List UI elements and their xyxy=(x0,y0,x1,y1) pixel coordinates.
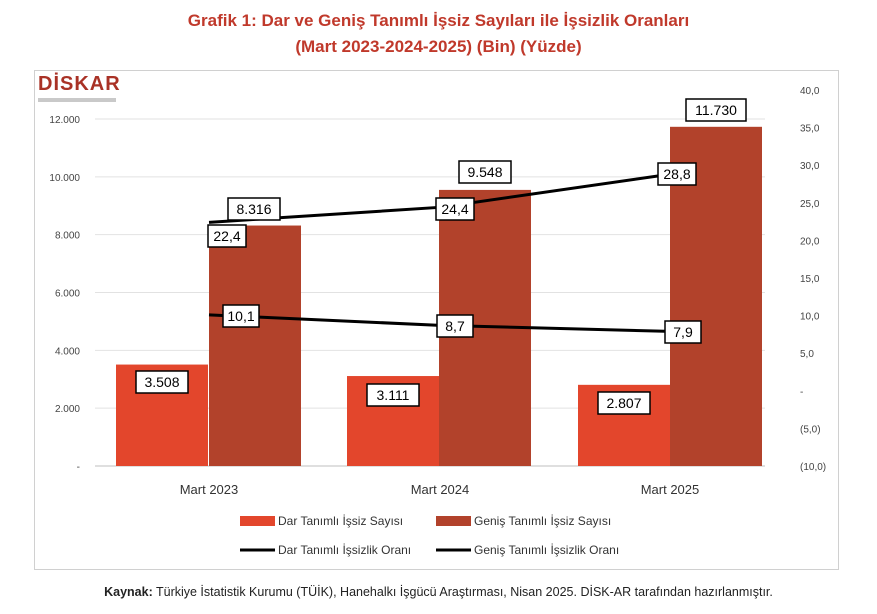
rate-dar-label: 8,7 xyxy=(445,318,465,334)
left-tick-label: - xyxy=(77,462,80,473)
bar-genis-label: 9.548 xyxy=(467,164,502,180)
logo-subline xyxy=(38,98,116,102)
bar-genis-label-box xyxy=(458,160,512,184)
category-label: Mart 2025 xyxy=(641,482,700,497)
legend-label: Geniş Tanımlı İşsiz Sayısı xyxy=(474,514,611,528)
bar-dar-label-box xyxy=(135,370,189,394)
right-tick-label: 10,0 xyxy=(800,312,820,323)
legend-label: Dar Tanımlı İşsizlik Oranı xyxy=(278,543,411,557)
bar-genis-label: 11.730 xyxy=(695,102,737,118)
rate-genis-label-box xyxy=(657,162,697,186)
chart-title: Grafik 1: Dar ve Geniş Tanımlı İşsiz Say… xyxy=(187,11,690,30)
legend-label: Geniş Tanımlı İşsizlik Oranı xyxy=(474,543,619,557)
bar-genis-label-box xyxy=(227,197,281,221)
right-tick-label: 30,0 xyxy=(800,161,820,172)
legend-swatch xyxy=(240,516,275,526)
disk-ar-logo: DİSKAR xyxy=(36,73,120,104)
right-tick-label: 35,0 xyxy=(800,124,820,135)
category-label: Mart 2024 xyxy=(411,482,470,497)
chart-frame xyxy=(34,70,839,570)
left-tick-label: 6.000 xyxy=(55,289,80,300)
left-tick-label: 2.000 xyxy=(55,404,80,415)
bar-dar-label-box xyxy=(597,391,651,415)
source-label: Kaynak: xyxy=(104,585,153,599)
chart-subtitle: (Mart 2023-2024-2025) (Bin) (Yüzde) xyxy=(295,37,582,56)
left-tick-label: 8.000 xyxy=(55,231,80,242)
bar-dar-label: 3.508 xyxy=(144,374,179,390)
left-tick-label: 12.000 xyxy=(49,115,80,126)
right-tick-label: 5,0 xyxy=(800,349,814,360)
logo-text: DİSKAR xyxy=(38,73,121,95)
rate-dar-label: 10,1 xyxy=(227,308,254,324)
source-note: Kaynak: Türkiye İstatistik Kurumu (TÜİK)… xyxy=(0,585,877,599)
left-tick-label: 10.000 xyxy=(49,173,80,184)
bar-dar-label: 2.807 xyxy=(606,395,641,411)
bar-dar-label: 3.111 xyxy=(377,387,410,403)
bar-dar-label-box xyxy=(366,383,420,407)
legend-label: Dar Tanımlı İşsiz Sayısı xyxy=(278,514,403,528)
rate-dar-label-box xyxy=(664,320,702,344)
right-tick-label: (10,0) xyxy=(800,462,826,473)
rate-genis-label-box xyxy=(435,197,475,221)
right-tick-label: 20,0 xyxy=(800,236,820,247)
rate-dar-label: 7,9 xyxy=(673,324,693,340)
right-tick-label: - xyxy=(800,387,803,398)
rate-dar-label-box xyxy=(222,304,260,328)
rate-genis-label-box xyxy=(207,224,247,248)
rate-genis-label: 22,4 xyxy=(213,228,240,244)
category-label: Mart 2023 xyxy=(180,482,239,497)
right-tick-label: 15,0 xyxy=(800,274,820,285)
right-tick-label: (5,0) xyxy=(800,424,821,435)
left-tick-label: 4.000 xyxy=(55,346,80,357)
rate-genis-label: 24,4 xyxy=(441,201,468,217)
right-tick-label: 40,0 xyxy=(800,86,820,97)
bar-genis-label-box xyxy=(685,98,747,122)
rate-dar-label-box xyxy=(436,314,474,338)
legend-swatch xyxy=(436,516,471,526)
right-tick-label: 25,0 xyxy=(800,199,820,210)
rate-genis-label: 28,8 xyxy=(663,166,690,182)
bar-genis xyxy=(209,225,301,466)
bar-genis-label: 8.316 xyxy=(236,201,271,217)
source-text: Türkiye İstatistik Kurumu (TÜİK), Haneha… xyxy=(152,585,773,599)
